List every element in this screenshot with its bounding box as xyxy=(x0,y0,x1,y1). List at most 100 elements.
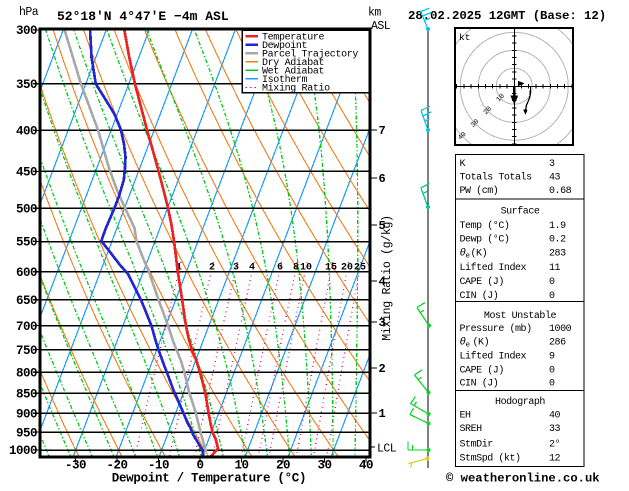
svg-text:1000: 1000 xyxy=(9,444,37,458)
svg-text:7: 7 xyxy=(379,124,386,138)
svg-text:Surface: Surface xyxy=(501,206,540,218)
svg-text:CIN (J): CIN (J) xyxy=(460,290,499,302)
svg-text:2°: 2° xyxy=(549,439,560,451)
svg-text:Dewpoint / Temperature (°C): Dewpoint / Temperature (°C) xyxy=(112,472,306,486)
svg-text:Temperature: Temperature xyxy=(262,32,325,43)
svg-text:350: 350 xyxy=(16,78,37,92)
svg-text:52°18'N 4°47'E −4m ASL: 52°18'N 4°47'E −4m ASL xyxy=(57,9,229,24)
svg-text:600: 600 xyxy=(16,266,37,280)
svg-text:Dewp (°C): Dewp (°C) xyxy=(460,234,510,246)
svg-text:10: 10 xyxy=(300,263,312,274)
svg-text:0.68: 0.68 xyxy=(549,186,572,197)
svg-text:4: 4 xyxy=(379,275,386,289)
svg-text:10: 10 xyxy=(495,92,507,104)
svg-text:EH: EH xyxy=(460,411,472,422)
svg-text:30: 30 xyxy=(317,459,331,473)
svg-text:Totals Totals: Totals Totals xyxy=(460,171,533,183)
svg-text:1: 1 xyxy=(176,263,182,274)
svg-text:3: 3 xyxy=(549,159,555,170)
svg-text:650: 650 xyxy=(16,294,37,308)
svg-text:Parcel Trajectory: Parcel Trajectory xyxy=(262,49,358,61)
svg-text:300: 300 xyxy=(16,24,37,38)
svg-text:© weatheronline.co.uk: © weatheronline.co.uk xyxy=(446,472,600,486)
svg-text:8: 8 xyxy=(293,263,299,274)
svg-text:CIN (J): CIN (J) xyxy=(460,378,499,390)
svg-text:40: 40 xyxy=(359,459,373,473)
svg-text:900: 900 xyxy=(16,408,37,422)
svg-text:-20: -20 xyxy=(106,459,127,473)
svg-text:Dewpoint: Dewpoint xyxy=(262,40,307,52)
svg-text:10: 10 xyxy=(234,459,248,473)
svg-text:Mixing Ratio (g/kg): Mixing Ratio (g/kg) xyxy=(381,215,394,340)
svg-text:0: 0 xyxy=(549,365,555,376)
svg-text:0.2: 0.2 xyxy=(549,235,566,246)
svg-text:0: 0 xyxy=(549,379,555,390)
svg-text:28.02.2025 12GMT (Base: 12): 28.02.2025 12GMT (Base: 12) xyxy=(408,9,606,23)
svg-text:33: 33 xyxy=(549,424,561,435)
svg-text:PW (cm): PW (cm) xyxy=(460,185,499,197)
svg-text:(K): (K) xyxy=(473,337,490,349)
svg-text:Lifted Index: Lifted Index xyxy=(460,262,527,274)
svg-text:Most Unstable: Most Unstable xyxy=(484,310,557,322)
svg-text:e: e xyxy=(466,342,471,350)
svg-text:700: 700 xyxy=(16,320,37,334)
svg-text:kt: kt xyxy=(459,32,470,43)
svg-text:θ: θ xyxy=(460,248,466,260)
svg-text:450: 450 xyxy=(16,166,37,180)
svg-text:Temp (°C): Temp (°C) xyxy=(460,220,510,232)
svg-text:e: e xyxy=(466,253,471,261)
svg-text:Isotherm: Isotherm xyxy=(262,74,308,86)
svg-text:283: 283 xyxy=(549,249,566,260)
svg-text:30: 30 xyxy=(470,118,482,130)
svg-text:-30: -30 xyxy=(65,459,86,473)
svg-text:CAPE (J): CAPE (J) xyxy=(460,364,504,376)
svg-text:500: 500 xyxy=(16,202,37,216)
svg-text:2: 2 xyxy=(209,263,215,274)
svg-text:286: 286 xyxy=(549,338,566,349)
svg-text:20: 20 xyxy=(482,105,494,117)
svg-text:11: 11 xyxy=(549,263,561,274)
svg-text:3: 3 xyxy=(379,316,386,330)
svg-text:400: 400 xyxy=(16,125,37,139)
svg-text:StmSpd (kt): StmSpd (kt) xyxy=(460,452,521,464)
svg-text:40: 40 xyxy=(457,131,469,143)
svg-text:2: 2 xyxy=(379,362,386,376)
svg-text:20: 20 xyxy=(341,263,353,274)
svg-text:6: 6 xyxy=(277,263,283,274)
svg-text:6: 6 xyxy=(379,172,386,186)
svg-text:SREH: SREH xyxy=(460,424,483,435)
svg-text:4: 4 xyxy=(249,263,255,274)
svg-text:1.9: 1.9 xyxy=(549,221,566,232)
svg-text:800: 800 xyxy=(16,366,37,380)
svg-text:0: 0 xyxy=(549,277,555,288)
svg-text:1: 1 xyxy=(379,407,386,421)
svg-text:550: 550 xyxy=(16,236,37,250)
svg-text:0: 0 xyxy=(549,291,555,302)
svg-text:5: 5 xyxy=(379,219,386,233)
svg-text:40: 40 xyxy=(549,411,561,422)
svg-text:Wet Adiabat: Wet Adiabat xyxy=(262,66,324,78)
svg-text:3: 3 xyxy=(233,263,239,274)
svg-text:(K): (K) xyxy=(471,248,488,260)
svg-text:-10: -10 xyxy=(148,459,169,473)
svg-text:ASL: ASL xyxy=(371,20,391,33)
svg-text:25: 25 xyxy=(354,263,366,274)
svg-text:12: 12 xyxy=(549,453,561,464)
svg-text:20: 20 xyxy=(276,459,290,473)
svg-text:1000: 1000 xyxy=(549,324,572,335)
svg-text:θ: θ xyxy=(460,337,466,349)
svg-text:Lifted Index: Lifted Index xyxy=(460,350,527,362)
svg-text:Pressure (mb): Pressure (mb) xyxy=(460,323,532,335)
svg-text:15: 15 xyxy=(325,263,337,274)
svg-text:950: 950 xyxy=(16,426,37,440)
svg-text:Hodograph: Hodograph xyxy=(495,396,545,408)
svg-text:StmDir: StmDir xyxy=(460,439,494,451)
svg-text:K: K xyxy=(460,159,466,170)
svg-text:9: 9 xyxy=(549,351,555,362)
svg-text:Mixing Ratio: Mixing Ratio xyxy=(262,83,330,95)
svg-text:750: 750 xyxy=(16,344,37,358)
svg-text:0: 0 xyxy=(196,459,203,473)
svg-text:43: 43 xyxy=(549,172,561,183)
svg-text:850: 850 xyxy=(16,388,37,402)
svg-text:hPa: hPa xyxy=(19,6,39,19)
